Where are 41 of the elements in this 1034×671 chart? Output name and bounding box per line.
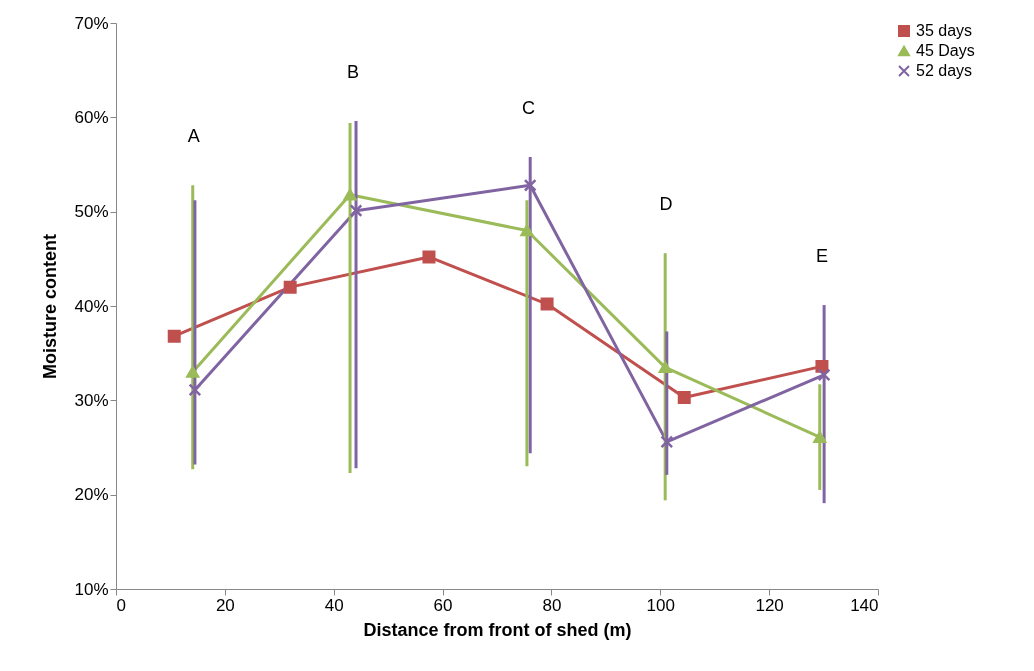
x-tick-label: 120 (755, 595, 784, 615)
y-tick-label: 70% (74, 13, 109, 33)
y-tick-label: 40% (74, 296, 109, 316)
annotation: D (659, 194, 673, 215)
legend-label: 52 days (916, 62, 973, 79)
x-tick-label: 60 (433, 595, 453, 615)
x-tick-label: 40 (324, 595, 344, 615)
annotation: B (347, 62, 360, 83)
x-tick-label: 0 (116, 595, 126, 615)
point (815, 359, 829, 373)
point (283, 280, 297, 294)
y-tick-label: 60% (74, 107, 109, 127)
x-tick-label: 140 (850, 595, 879, 615)
point (660, 435, 674, 449)
annotation: E (815, 246, 828, 267)
y-tick-label: 50% (74, 202, 109, 222)
point (167, 329, 181, 343)
x-tick-label: 20 (215, 595, 235, 615)
point (520, 224, 534, 237)
legend-label: 45 Days (916, 42, 975, 59)
point (813, 431, 827, 443)
point (188, 383, 202, 397)
y-tick-label: 30% (74, 390, 109, 410)
y-tick-label: 20% (74, 485, 109, 505)
point (422, 250, 436, 264)
point (817, 368, 831, 382)
point (658, 361, 672, 374)
point (349, 204, 363, 218)
x-axis-title: Distance from front of shed (m) (363, 619, 632, 640)
y-axis-title: Moisture content (40, 233, 61, 380)
legend-label: 35 days (916, 22, 973, 39)
point (677, 391, 691, 404)
x-tick-label: 100 (646, 595, 675, 615)
annotation: A (187, 126, 200, 147)
point (523, 178, 537, 192)
point (343, 188, 357, 201)
point (186, 366, 200, 378)
x-tick-label: 80 (542, 595, 562, 615)
y-tick-label: 10% (74, 579, 109, 599)
annotation: C (522, 97, 536, 118)
point (540, 297, 554, 311)
